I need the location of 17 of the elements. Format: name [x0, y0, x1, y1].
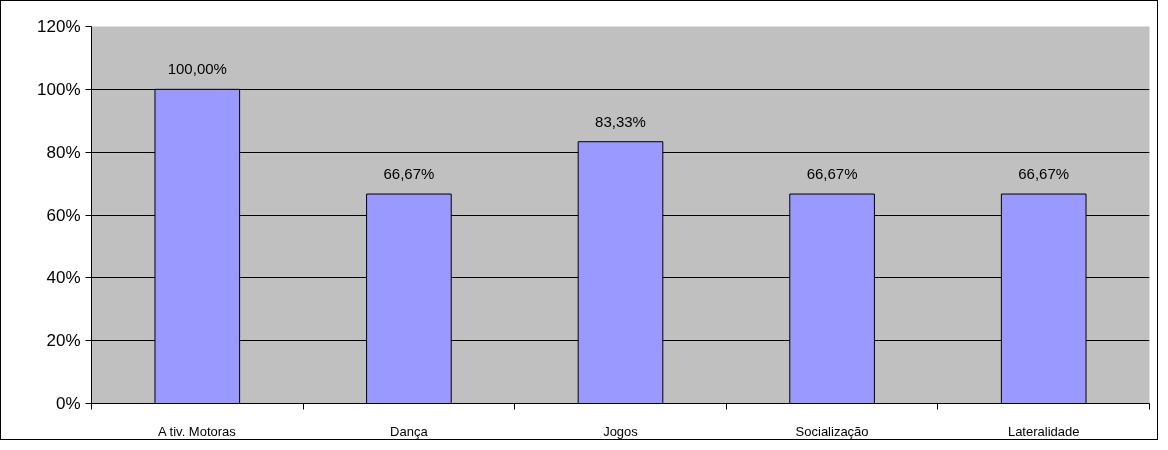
data-label: 66,67% — [383, 165, 435, 183]
x-tick-label: Jogos — [603, 423, 639, 439]
data-label: 66,67% — [806, 165, 858, 183]
x-tick-label: A tiv. Motoras — [158, 423, 237, 439]
data-label: 66,67% — [1018, 165, 1070, 183]
y-tick-label: 60% — [46, 205, 81, 225]
data-label: 100,00% — [167, 60, 227, 78]
y-tick-label: 120% — [37, 17, 81, 36]
y-tick-label: 0% — [55, 394, 81, 413]
y-tick-label: 80% — [46, 142, 81, 162]
x-tick-label: Lateralidade — [1007, 423, 1080, 439]
data-label: 83,33% — [595, 112, 646, 130]
x-tick-label: Dança — [390, 423, 429, 439]
y-tick-label: 100% — [37, 79, 81, 99]
y-tick-label: 20% — [46, 331, 81, 351]
x-tick-label: Socialização — [795, 423, 869, 439]
y-tick-label: 40% — [46, 268, 81, 288]
